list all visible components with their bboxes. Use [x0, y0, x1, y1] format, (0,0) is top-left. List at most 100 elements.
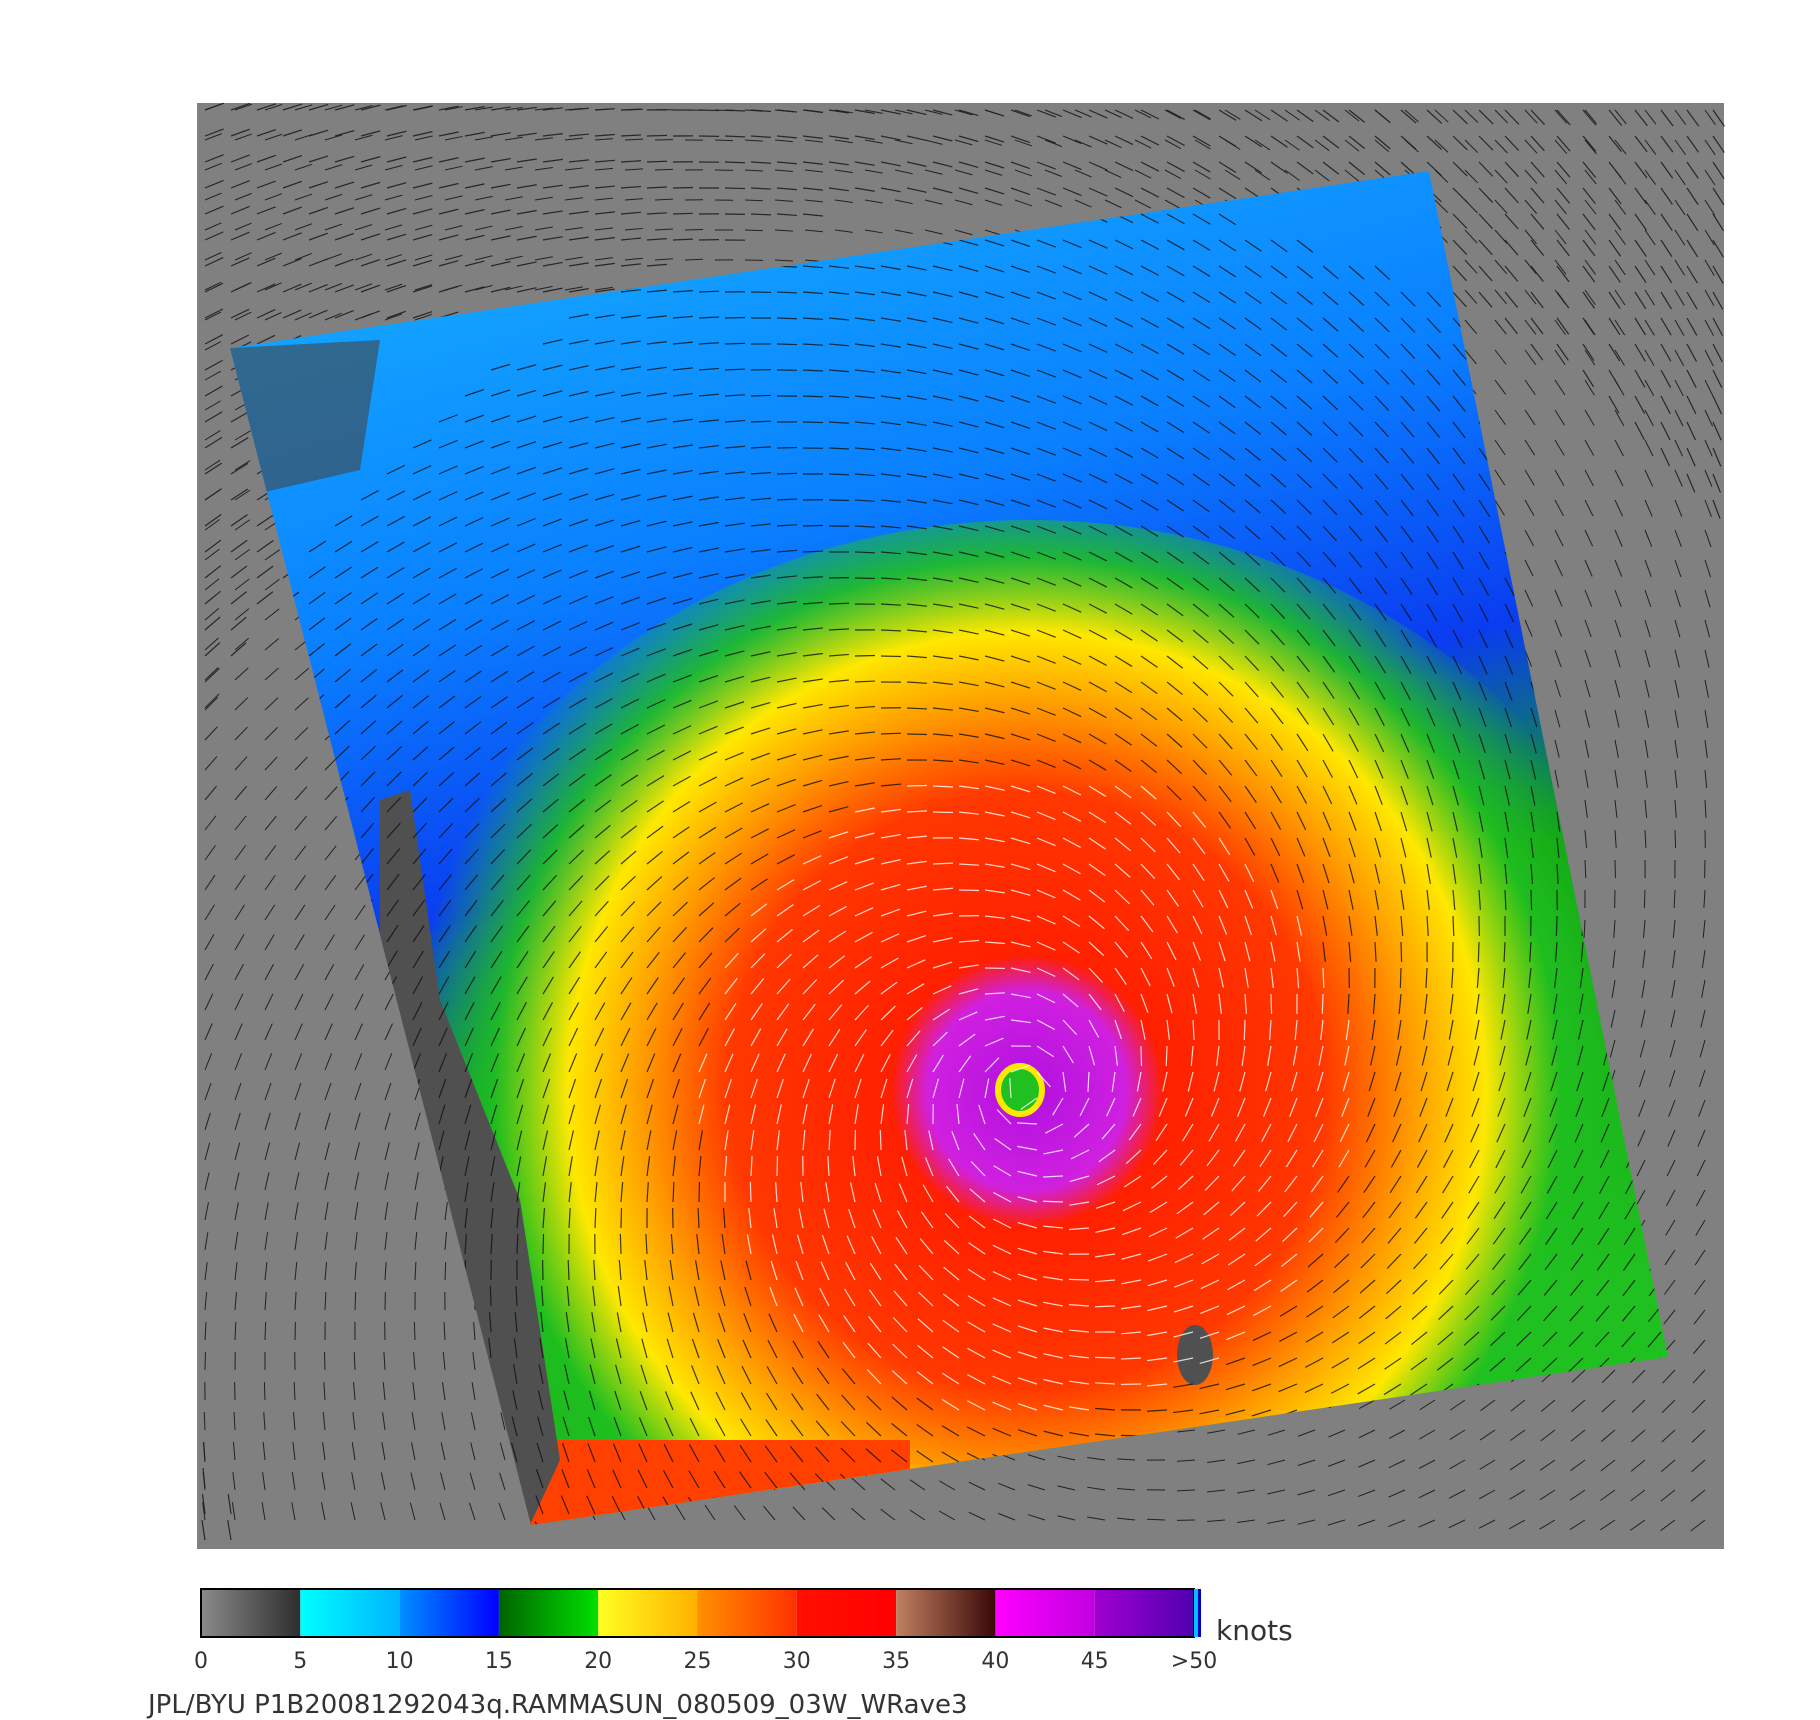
- wind-barb: [1036, 681, 1056, 690]
- wind-barb: [324, 134, 343, 141]
- wind-barb: [360, 643, 378, 657]
- wind-barb: [880, 421, 901, 426]
- wind-barb: [1010, 837, 1031, 845]
- wind-barb: [1036, 369, 1056, 378]
- wind-barb: [1442, 1175, 1454, 1194]
- wind-barb: [1192, 655, 1209, 670]
- wind-barb: [1400, 915, 1404, 936]
- wind-barb: [294, 667, 309, 681]
- wind-barb: [1674, 589, 1681, 608]
- wind-barb: [802, 317, 823, 320]
- wind-barb: [438, 848, 453, 865]
- wind-barb: [1643, 889, 1646, 909]
- wind-barb: [1140, 1045, 1143, 1067]
- wind-barb: [698, 573, 719, 579]
- wind-barb: [646, 749, 665, 761]
- wind-barb: [1464, 349, 1477, 365]
- wind-barb: [542, 569, 562, 579]
- wind-barb: [490, 209, 511, 215]
- wind-barb: [1244, 733, 1258, 751]
- wind-barb: [1270, 109, 1288, 122]
- wind-barb: [204, 963, 214, 981]
- wind-barb: [516, 287, 537, 293]
- wind-barb: [1348, 421, 1364, 437]
- wind-barb: [490, 415, 511, 423]
- wind-barb: [1079, 1097, 1090, 1117]
- wind-barb: [984, 603, 1005, 610]
- wind-barb: [1062, 1019, 1078, 1036]
- wind-barb: [1036, 733, 1056, 742]
- wind-barb: [1636, 1159, 1646, 1177]
- wind-barb: [1452, 785, 1459, 806]
- wind-barb: [1554, 589, 1563, 607]
- wind-barb: [204, 281, 222, 291]
- wind-barb: [880, 395, 901, 400]
- wind-barb: [1010, 707, 1031, 715]
- wind-barb: [1712, 369, 1723, 389]
- wind-barb: [1158, 1097, 1168, 1117]
- wind-barb: [1556, 811, 1561, 832]
- wind-barb: [1087, 1071, 1090, 1093]
- wind-barb: [412, 695, 430, 709]
- wind-barb: [594, 723, 613, 735]
- wind-barb: [802, 161, 823, 165]
- wind-barb: [1088, 915, 1105, 930]
- wind-barb: [1400, 941, 1403, 963]
- wind-barb: [1584, 259, 1597, 275]
- wind-barb: [774, 199, 793, 202]
- wind-barb: [968, 1511, 986, 1521]
- wind-barb: [1601, 1369, 1616, 1383]
- wind-barb: [1660, 447, 1671, 467]
- wind-barb: [620, 1002, 632, 1021]
- wind-barb: [386, 130, 407, 137]
- wind-barb: [1524, 469, 1535, 486]
- wind-barb: [1502, 967, 1506, 988]
- wind-barb: [384, 313, 403, 321]
- wind-barb: [854, 577, 876, 580]
- wind-barb: [802, 729, 823, 735]
- wind-barb: [1704, 769, 1708, 788]
- wind-barb: [1554, 229, 1567, 245]
- wind-barb: [958, 291, 979, 298]
- wind-barb: [414, 105, 433, 111]
- wind-barb: [1010, 135, 1031, 144]
- wind-barb: [1624, 1201, 1636, 1220]
- wind-barb: [1452, 811, 1459, 832]
- wind-barb: [1244, 265, 1262, 278]
- wind-barb: [1704, 529, 1712, 548]
- wind-barb: [1464, 109, 1479, 123]
- wind-barb: [1638, 1099, 1646, 1117]
- wind-barb: [1551, 1045, 1558, 1066]
- wind-barb: [1608, 239, 1622, 257]
- wind-barb: [231, 1502, 236, 1521]
- wind-barb: [464, 593, 483, 605]
- wind-barb: [204, 222, 222, 231]
- wind-barb: [334, 310, 354, 319]
- wind-barb: [1672, 919, 1676, 938]
- wind-barb: [1583, 919, 1586, 939]
- wind-barb: [542, 1027, 553, 1047]
- wind-barb: [646, 289, 667, 293]
- wind-barb: [1674, 739, 1679, 758]
- wind-barb: [1704, 109, 1716, 125]
- wind-barb: [204, 642, 221, 657]
- wind-barb: [698, 521, 719, 527]
- wind-barb: [516, 925, 530, 943]
- wind-barb: [1530, 811, 1535, 832]
- wind-barb: [1374, 629, 1387, 648]
- wind-barb: [542, 338, 563, 345]
- wind-barb: [1426, 291, 1442, 307]
- wind-barb: [624, 198, 643, 201]
- wind-barb: [750, 803, 770, 813]
- wind-barb: [542, 773, 560, 787]
- wind-barb: [1674, 799, 1677, 818]
- wind-barb: [1270, 291, 1288, 305]
- wind-barb: [256, 206, 276, 215]
- wind-barb: [384, 1082, 392, 1101]
- wind-barb: [412, 669, 430, 683]
- wind-barb: [1449, 1459, 1466, 1470]
- wind-barb: [864, 139, 883, 144]
- wind-barb: [1464, 199, 1478, 214]
- wind-barb: [464, 848, 479, 865]
- wind-barb: [1095, 1201, 1116, 1209]
